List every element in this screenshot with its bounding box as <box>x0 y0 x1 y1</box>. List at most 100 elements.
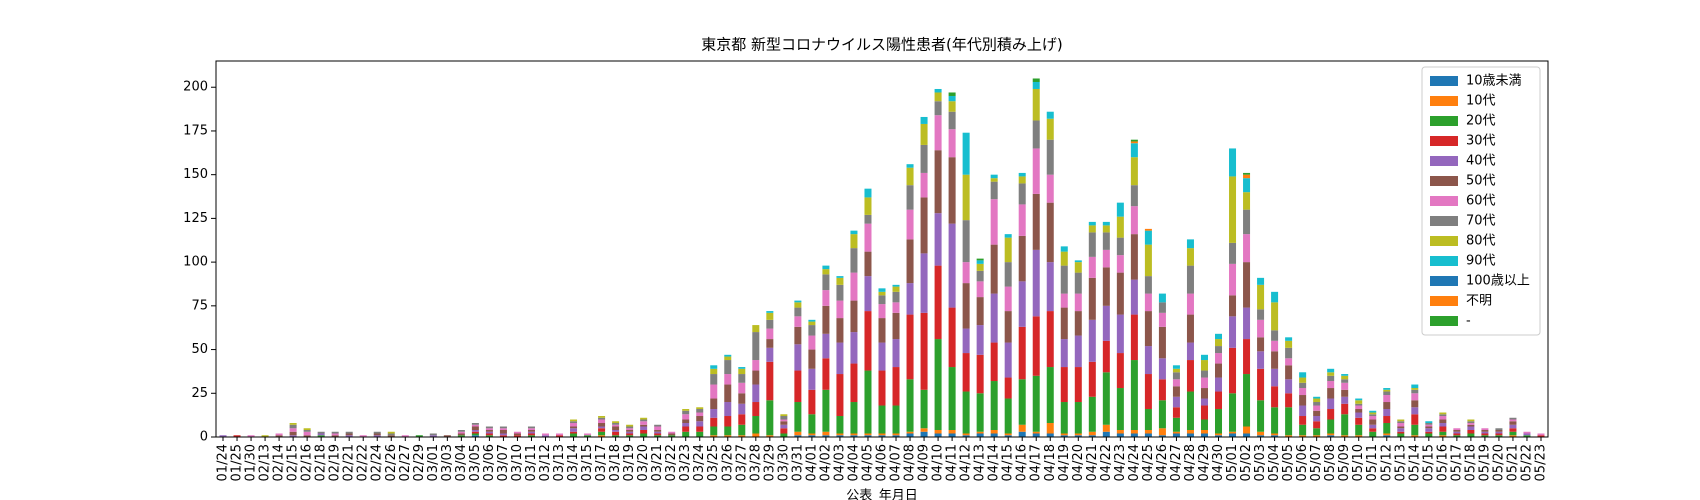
bar-segment <box>1172 431 1180 434</box>
bar-segment <box>1116 430 1124 434</box>
bar-segment <box>471 423 479 425</box>
bar-segment <box>1018 281 1026 327</box>
bar-segment <box>1130 139 1138 142</box>
bar-segment <box>1383 435 1391 437</box>
bar-segment <box>990 430 998 434</box>
bar-segment <box>710 384 718 399</box>
bar-segment <box>1383 388 1391 390</box>
x-tick-label: 01/25 <box>230 444 245 481</box>
bar-segment <box>682 419 690 424</box>
bar-segment <box>906 431 914 434</box>
bar-segment <box>1369 414 1377 417</box>
bar-segment <box>654 435 662 437</box>
x-tick-label: 04/11 <box>945 444 960 481</box>
bar-segment <box>331 435 339 437</box>
legend-label: 不明 <box>1466 294 1492 309</box>
bar-segment <box>1257 431 1265 436</box>
bar-segment <box>1046 118 1054 140</box>
bar-segment <box>1341 389 1349 397</box>
bar-segment <box>1425 433 1433 437</box>
bar-segment <box>317 435 325 437</box>
bar-segment <box>990 181 998 200</box>
bar-segment <box>962 353 970 392</box>
bar-segment <box>1130 157 1138 186</box>
bar-segment <box>766 311 774 313</box>
bar-segment <box>1215 409 1223 434</box>
bar-segment <box>1102 232 1110 250</box>
bar-segment <box>1257 337 1265 352</box>
bar-segment <box>1355 405 1363 410</box>
bar-segment <box>570 431 578 434</box>
x-tick-label: 03/27 <box>734 444 749 481</box>
bar-segment <box>794 402 802 432</box>
bar-segment <box>1467 426 1475 431</box>
bar-segment <box>1397 433 1405 437</box>
bar-segment <box>1313 416 1321 422</box>
bar-segment <box>1495 430 1503 432</box>
bar-segment <box>1200 405 1208 420</box>
bar-segment <box>1018 235 1026 282</box>
bar-segment <box>1018 176 1026 184</box>
bar-segment <box>1257 309 1265 320</box>
bar-segment <box>1060 435 1068 437</box>
bar-segment <box>822 358 830 390</box>
bar-segment <box>906 314 914 380</box>
x-tick-label: 04/18 <box>1043 444 1058 481</box>
bar-segment <box>878 318 886 343</box>
bar-segment <box>1327 372 1335 376</box>
bar-segment <box>612 426 620 431</box>
x-tick-label: 05/10 <box>1351 444 1366 481</box>
bar-segment <box>1200 388 1208 399</box>
bar-segment <box>499 433 507 436</box>
legend-swatch <box>1430 136 1458 146</box>
y-tick-label: 0 <box>200 430 208 445</box>
bar-segment <box>892 435 900 437</box>
bar-segment <box>626 426 634 429</box>
bar-segment <box>1004 286 1012 312</box>
bar-segment <box>1172 365 1180 369</box>
bar-segment <box>303 435 311 437</box>
bar-segment <box>892 286 900 292</box>
bar-segment <box>527 426 535 429</box>
bar-segment <box>1004 398 1012 434</box>
bar-segment <box>752 402 760 417</box>
bar-segment <box>892 367 900 406</box>
bar-segment <box>1102 340 1110 373</box>
bar-segment <box>906 239 914 284</box>
bar-segment <box>1355 412 1363 418</box>
bar-segment <box>808 335 816 350</box>
bar-segment <box>1018 204 1026 236</box>
bar-segment <box>1537 433 1545 436</box>
bar-segment <box>990 433 998 437</box>
bar-segment <box>682 410 690 415</box>
bar-segment <box>878 405 886 434</box>
x-tick-label: 03/06 <box>482 444 497 481</box>
bar-segment <box>1355 403 1363 406</box>
bar-segment <box>822 389 830 432</box>
bar-segment <box>1060 402 1068 434</box>
bar-segment <box>822 269 830 275</box>
bar-segment <box>1032 431 1040 434</box>
legend-swatch <box>1430 276 1458 286</box>
bar-segment <box>1229 295 1237 317</box>
bar-segment <box>1032 375 1040 432</box>
bar-segment <box>752 370 760 385</box>
bar-segment <box>920 312 928 390</box>
bar-segment <box>836 284 844 301</box>
x-tick-label: 03/31 <box>790 444 805 481</box>
bar-segment <box>1144 228 1152 231</box>
bar-segment <box>766 361 774 401</box>
bar-segment <box>948 157 956 224</box>
bar-segment <box>331 433 339 436</box>
bar-segment <box>1369 424 1377 429</box>
x-tick-label: 03/29 <box>762 444 777 481</box>
bar-segment <box>1439 431 1447 436</box>
bar-segment <box>541 433 549 436</box>
bar-segment <box>1495 433 1503 436</box>
bar-segment <box>1383 389 1391 392</box>
x-tick-label: 05/12 <box>1379 444 1394 481</box>
x-tick-label: 04/29 <box>1197 444 1212 481</box>
bar-segment <box>1088 221 1096 226</box>
bar-segment <box>1116 237 1124 256</box>
bar-segment <box>1369 412 1377 415</box>
